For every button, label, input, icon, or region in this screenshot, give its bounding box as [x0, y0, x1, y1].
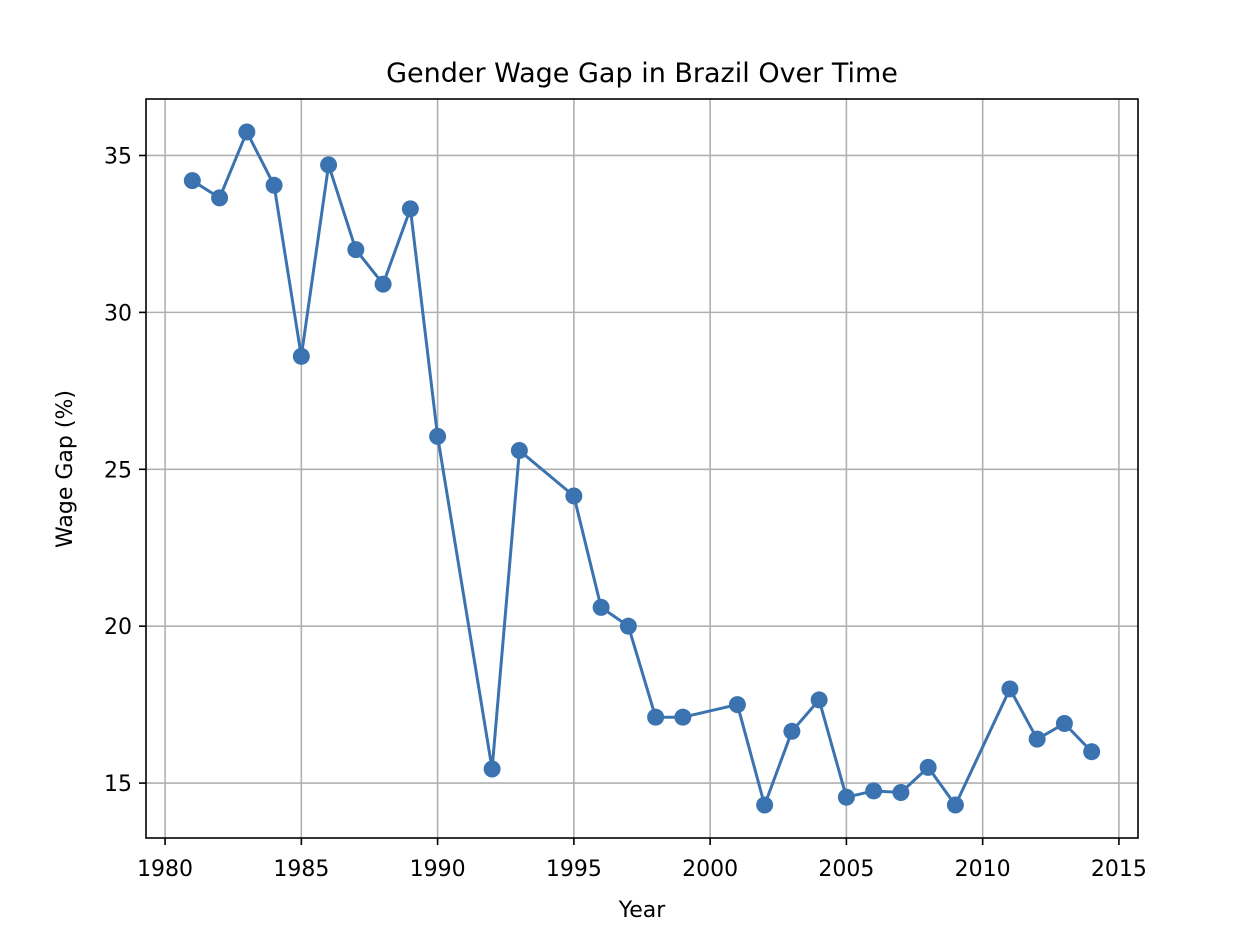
data-point — [374, 275, 392, 293]
chart-title: Gender Wage Gap in Brazil Over Time — [386, 58, 898, 89]
data-point — [592, 598, 610, 616]
x-axis-label: Year — [618, 898, 667, 923]
y-tick-label: 35 — [104, 144, 132, 169]
data-point — [728, 696, 746, 714]
data-point — [565, 487, 583, 505]
data-point — [674, 708, 692, 726]
y-tick-label: 25 — [104, 458, 132, 483]
y-tick-label: 30 — [104, 301, 132, 326]
data-series — [183, 123, 1101, 814]
data-point — [429, 427, 447, 445]
data-point — [238, 123, 256, 141]
data-point — [211, 189, 229, 207]
y-axis-label: Wage Gap (%) — [53, 390, 78, 548]
data-point — [810, 691, 828, 709]
data-point — [837, 788, 855, 806]
data-point — [483, 760, 501, 778]
data-point — [1001, 680, 1019, 698]
x-tick-label: 2015 — [1091, 857, 1147, 882]
x-tick-label: 2000 — [682, 857, 738, 882]
data-point — [292, 347, 310, 365]
x-tick-label: 1995 — [546, 857, 602, 882]
x-tick-label: 2010 — [955, 857, 1011, 882]
x-tick-label: 2005 — [818, 857, 874, 882]
data-point — [783, 722, 801, 740]
data-point — [265, 176, 283, 194]
data-point — [647, 708, 665, 726]
y-tick-label: 15 — [104, 772, 132, 797]
x-tick-label: 1990 — [410, 857, 466, 882]
x-tick-label: 1980 — [137, 857, 193, 882]
data-point — [919, 758, 937, 776]
data-point — [1028, 730, 1046, 748]
data-point — [946, 796, 964, 814]
data-point — [619, 617, 637, 635]
data-point — [401, 200, 419, 218]
data-point — [347, 241, 365, 259]
data-point — [183, 172, 201, 190]
data-point — [320, 156, 338, 174]
x-tick-label: 1985 — [273, 857, 329, 882]
y-tick-label: 20 — [104, 615, 132, 640]
axis-ticks: 1980 1985 1990 1995 2000 2005 2010 2015 15 20 25 30… — [104, 144, 1147, 882]
grid — [146, 99, 1138, 838]
data-point — [892, 783, 910, 801]
data-point — [510, 441, 528, 459]
data-point — [1055, 714, 1073, 732]
data-point — [865, 782, 883, 800]
data-point — [756, 796, 774, 814]
data-point — [1083, 743, 1101, 761]
